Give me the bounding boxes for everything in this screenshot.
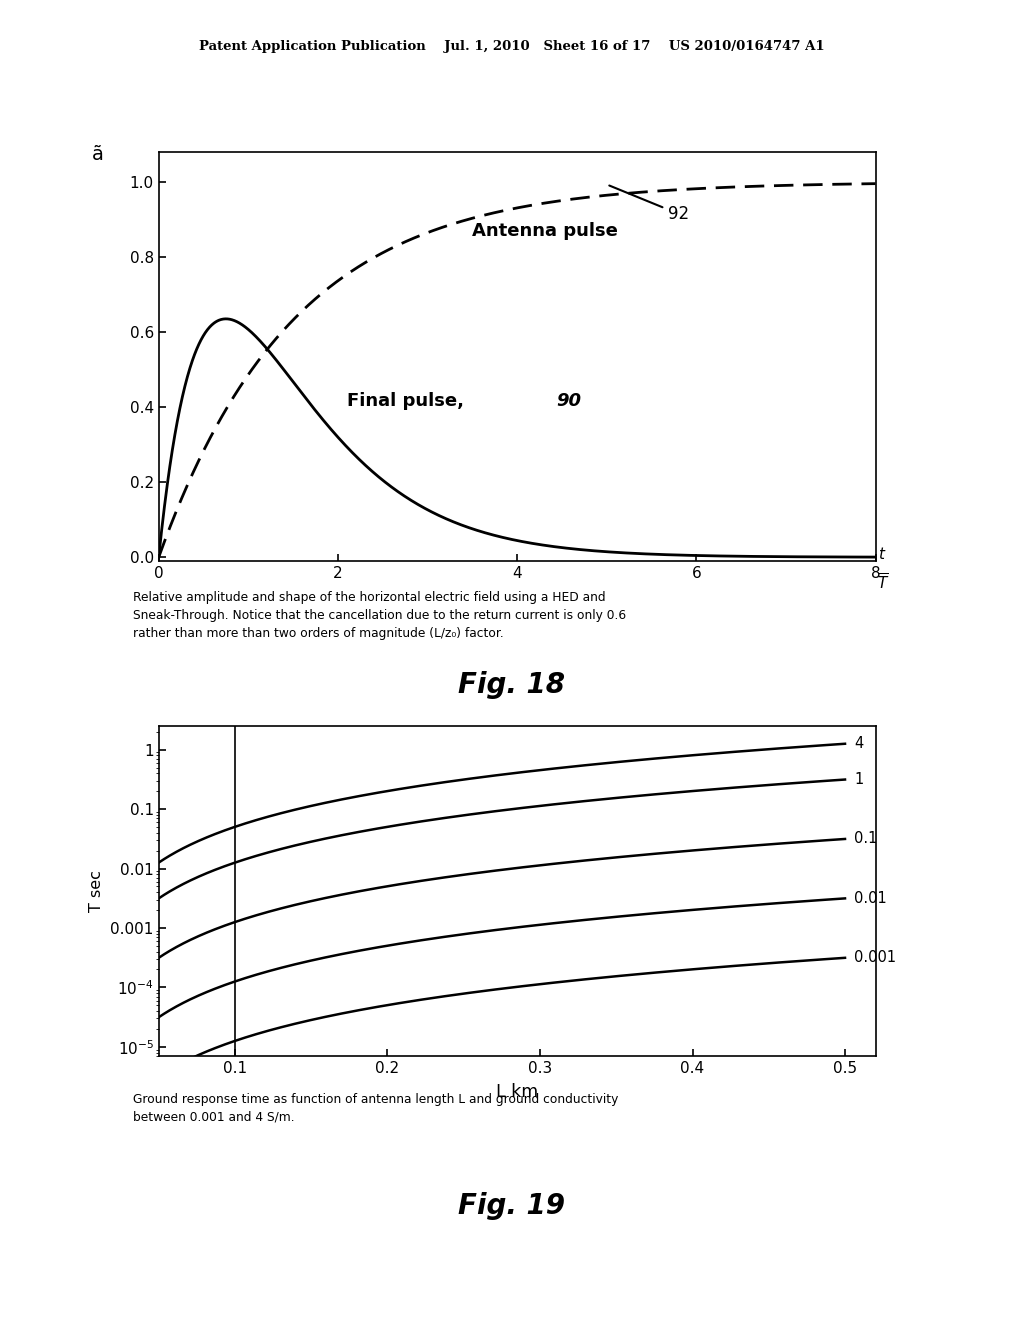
Text: 1: 1: [854, 772, 863, 787]
Text: Patent Application Publication    Jul. 1, 2010   Sheet 16 of 17    US 2010/01647: Patent Application Publication Jul. 1, 2…: [200, 40, 824, 53]
Text: Fig. 18: Fig. 18: [459, 671, 565, 698]
Y-axis label: T sec: T sec: [88, 870, 103, 912]
Text: 4: 4: [854, 737, 863, 751]
Text: $t$: $t$: [879, 546, 887, 562]
Text: 0.001: 0.001: [854, 950, 896, 965]
Text: Final pulse,: Final pulse,: [347, 392, 470, 411]
Text: Ground response time as function of antenna length L and ground conductivity
bet: Ground response time as function of ante…: [133, 1093, 618, 1123]
Text: Antenna pulse: Antenna pulse: [472, 222, 618, 240]
Text: Fig. 19: Fig. 19: [459, 1192, 565, 1220]
X-axis label: L km: L km: [496, 1082, 539, 1101]
Text: Relative amplitude and shape of the horizontal electric field using a HED and
Sn: Relative amplitude and shape of the hori…: [133, 591, 627, 640]
Text: ã: ã: [92, 145, 103, 164]
Text: 0.1: 0.1: [854, 832, 878, 846]
Text: 0.01: 0.01: [854, 891, 887, 906]
Text: 90: 90: [557, 392, 582, 411]
Text: $\overline{T}$: $\overline{T}$: [877, 573, 889, 593]
Text: 92: 92: [609, 186, 689, 223]
